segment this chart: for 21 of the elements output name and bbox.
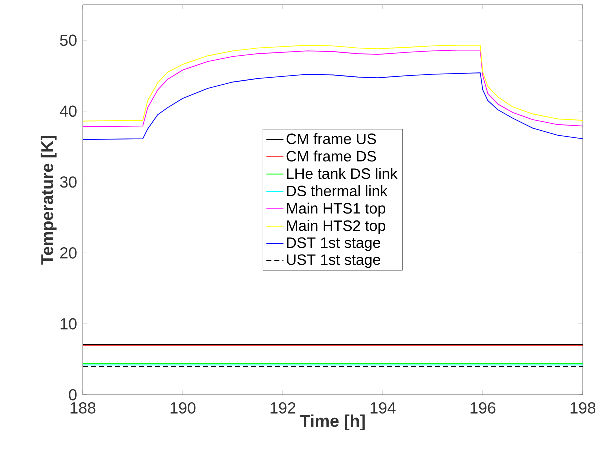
- y-tick-label: 20: [60, 248, 77, 259]
- x-tick-label: 192: [270, 402, 296, 414]
- x-tick-label: 188: [70, 402, 96, 414]
- legend-label: DS thermal link: [287, 186, 388, 197]
- legend-label: DST 1st stage: [287, 238, 380, 252]
- y-axis-title: Temperature [K]: [40, 136, 57, 265]
- legend-label: CM frame DS: [286, 150, 376, 162]
- x-tick-label: 194: [370, 402, 396, 414]
- legend-label: LHe tank DS link: [287, 168, 398, 180]
- legend-label: CM frame US: [286, 133, 376, 144]
- y-tick-label: 30: [60, 176, 77, 188]
- y-tick-label: 40: [60, 106, 77, 118]
- legend-label: Main HTS2 top: [287, 220, 386, 234]
- y-tick-label: 10: [60, 318, 77, 330]
- y-tick-label: 0: [69, 389, 77, 401]
- x-tick-label: 196: [470, 402, 496, 414]
- x-tick-label: 190: [170, 402, 196, 414]
- y-tick-label: 50: [60, 34, 77, 46]
- x-axis-title: Time [h]: [300, 414, 365, 431]
- legend-label: UST 1st stage: [287, 254, 380, 268]
- legend-label: Main HTS1 top: [287, 202, 386, 217]
